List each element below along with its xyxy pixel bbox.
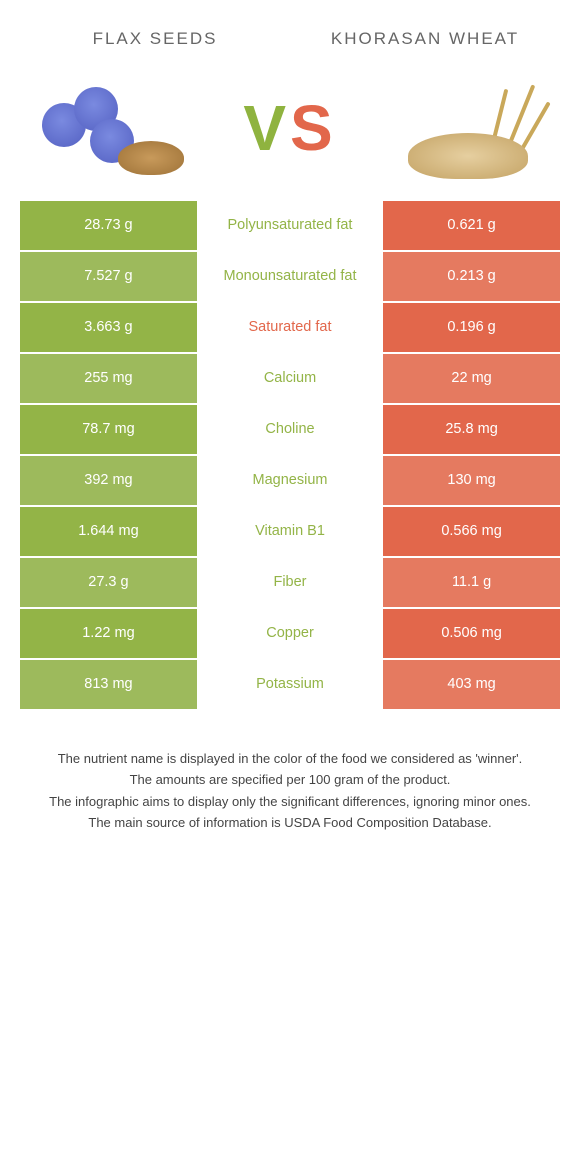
- table-row: 255 mgCalcium22 mg: [20, 354, 560, 403]
- left-value: 78.7 mg: [20, 405, 197, 454]
- left-value: 27.3 g: [20, 558, 197, 607]
- right-value: 130 mg: [383, 456, 560, 505]
- footer-line: The nutrient name is displayed in the co…: [34, 749, 546, 769]
- footer-line: The amounts are specified per 100 gram o…: [34, 770, 546, 790]
- left-food-title: Flax seeds: [34, 28, 277, 51]
- right-value: 403 mg: [383, 660, 560, 709]
- nutrient-label: Choline: [199, 405, 381, 454]
- vs-s: S: [290, 92, 337, 164]
- khorasan-wheat-image: [390, 73, 550, 183]
- nutrient-label: Calcium: [199, 354, 381, 403]
- right-value: 22 mg: [383, 354, 560, 403]
- footer-line: The main source of information is USDA F…: [34, 813, 546, 833]
- table-row: 392 mgMagnesium130 mg: [20, 456, 560, 505]
- left-value: 813 mg: [20, 660, 197, 709]
- left-value: 255 mg: [20, 354, 197, 403]
- nutrient-label: Vitamin B1: [199, 507, 381, 556]
- nutrient-label: Saturated fat: [199, 303, 381, 352]
- left-value: 7.527 g: [20, 252, 197, 301]
- nutrient-label: Fiber: [199, 558, 381, 607]
- table-row: 27.3 gFiber11.1 g: [20, 558, 560, 607]
- right-value: 11.1 g: [383, 558, 560, 607]
- nutrient-label: Potassium: [199, 660, 381, 709]
- nutrient-label: Polyunsaturated fat: [199, 201, 381, 250]
- table-row: 7.527 gMonounsaturated fat0.213 g: [20, 252, 560, 301]
- header: Flax seeds Khorasan wheat: [0, 0, 580, 65]
- table-row: 28.73 gPolyunsaturated fat0.621 g: [20, 201, 560, 250]
- right-value: 0.621 g: [383, 201, 560, 250]
- table-row: 1.22 mgCopper0.506 mg: [20, 609, 560, 658]
- nutrient-table: 28.73 gPolyunsaturated fat0.621 g7.527 g…: [0, 201, 580, 709]
- table-row: 3.663 gSaturated fat0.196 g: [20, 303, 560, 352]
- right-value: 0.213 g: [383, 252, 560, 301]
- right-value: 0.566 mg: [383, 507, 560, 556]
- vs-row: VS: [0, 65, 580, 201]
- vs-label: VS: [243, 91, 336, 165]
- right-value: 0.506 mg: [383, 609, 560, 658]
- footer-line: The infographic aims to display only the…: [34, 792, 546, 812]
- left-value: 28.73 g: [20, 201, 197, 250]
- footer-notes: The nutrient name is displayed in the co…: [0, 711, 580, 861]
- left-value: 392 mg: [20, 456, 197, 505]
- vs-v: V: [243, 92, 290, 164]
- table-row: 813 mgPotassium403 mg: [20, 660, 560, 709]
- left-value: 1.22 mg: [20, 609, 197, 658]
- left-value: 3.663 g: [20, 303, 197, 352]
- table-row: 1.644 mgVitamin B10.566 mg: [20, 507, 560, 556]
- right-food-title: Khorasan wheat: [304, 28, 547, 51]
- nutrient-label: Copper: [199, 609, 381, 658]
- right-value: 0.196 g: [383, 303, 560, 352]
- right-value: 25.8 mg: [383, 405, 560, 454]
- left-value: 1.644 mg: [20, 507, 197, 556]
- table-row: 78.7 mgCholine25.8 mg: [20, 405, 560, 454]
- nutrient-label: Monounsaturated fat: [199, 252, 381, 301]
- flax-seeds-image: [30, 73, 190, 183]
- nutrient-label: Magnesium: [199, 456, 381, 505]
